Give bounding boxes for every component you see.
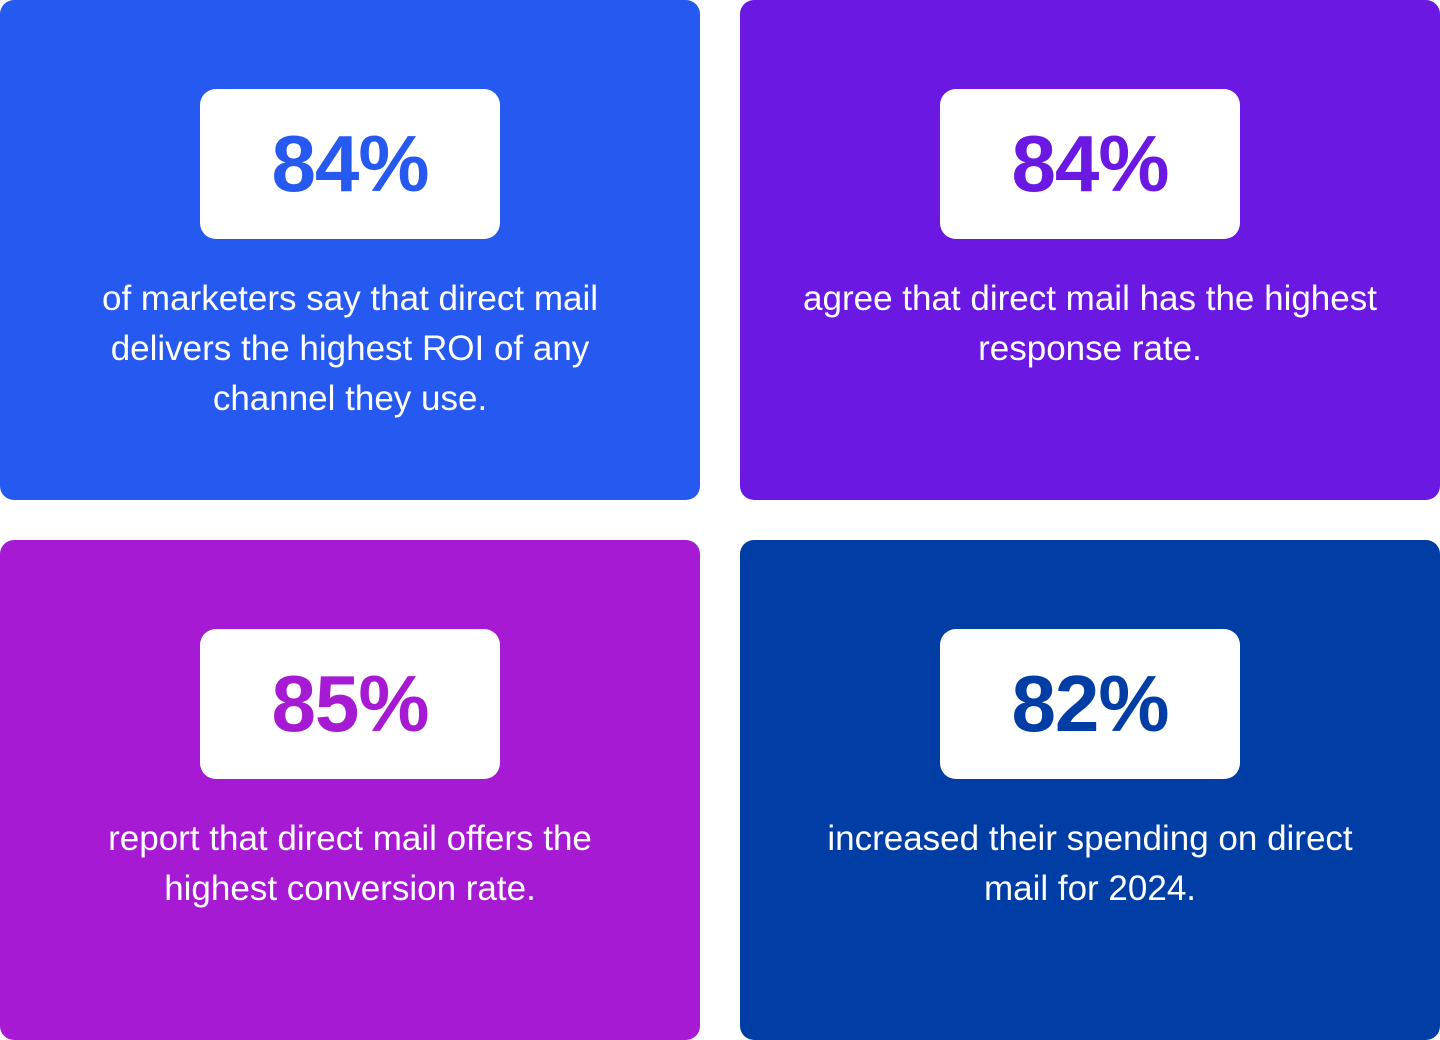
stat-description: agree that direct mail has the highest r…	[803, 279, 1377, 368]
stat-description: report that direct mail offers the highe…	[108, 819, 592, 908]
stat-card-conversion-rate: 85% report that direct mail offers the h…	[0, 540, 700, 1040]
stat-card-spending: 82% increased their spending on direct m…	[740, 540, 1440, 1040]
stat-badge: 84%	[940, 89, 1240, 239]
stat-badge: 85%	[200, 629, 500, 779]
stat-card-response-rate: 84% agree that direct mail has the highe…	[740, 0, 1440, 500]
stat-card-roi: 84% of marketers say that direct mail de…	[0, 0, 700, 500]
stat-description: of marketers say that direct mail delive…	[102, 279, 598, 418]
stat-description: increased their spending on direct mail …	[827, 819, 1353, 908]
stat-badge: 84%	[200, 89, 500, 239]
stat-badge: 82%	[940, 629, 1240, 779]
